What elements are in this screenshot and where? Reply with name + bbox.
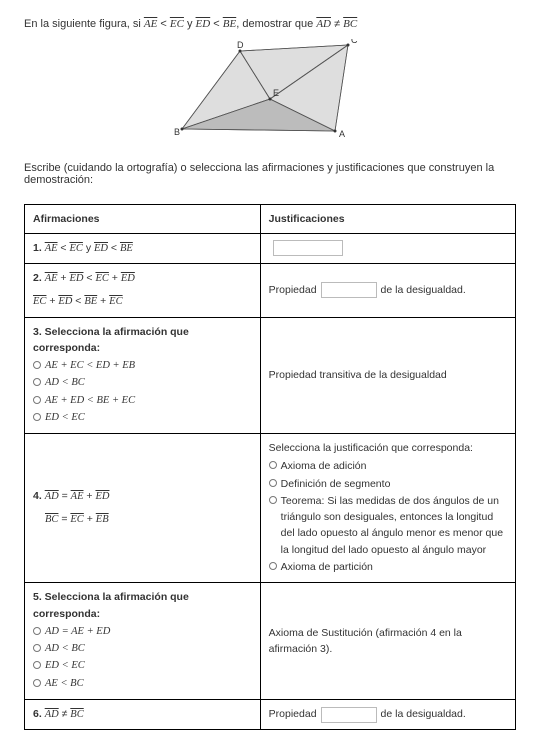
row4-just: Selecciona la justificación que correspo… (260, 434, 515, 583)
radio-icon (33, 661, 41, 669)
row5-just: Axioma de Sustitución (afirmación 4 en l… (260, 583, 515, 700)
table-row: 1. AE < EC y ED < BE (25, 233, 516, 263)
radio-option[interactable]: ED < EC (33, 410, 252, 426)
radio-label: ED < EC (45, 658, 85, 674)
radio-label: AD = AE + ED (45, 624, 110, 640)
radio-icon (33, 361, 41, 369)
row6-blank[interactable] (321, 707, 377, 723)
row4-aff: 4. AD = AE + ED BC = EC + EB (25, 434, 261, 583)
radio-label: AE + EC < ED + EB (45, 358, 135, 374)
row6-aff: 6. AD ≠ BC (25, 699, 261, 729)
radio-label: Teorema: Si las medidas de dos ángulos d… (281, 493, 507, 558)
radio-label: ED < EC (45, 410, 85, 426)
radio-icon (33, 679, 41, 687)
radio-icon (33, 413, 41, 421)
radio-icon (269, 496, 277, 504)
radio-label: AD < BC (45, 641, 85, 657)
radio-option[interactable]: AD = AE + ED (33, 624, 252, 640)
radio-option[interactable]: Definición de segmento (269, 476, 507, 492)
radio-label: AE + ED < BE + EC (45, 393, 135, 409)
svg-text:E: E (273, 88, 279, 98)
row1-blank[interactable] (273, 240, 343, 256)
radio-option[interactable]: Axioma de partición (269, 559, 507, 575)
radio-label: Axioma de adición (281, 458, 367, 474)
instruction-text: En la siguiente figura, si AE < EC y ED … (24, 16, 516, 33)
row1-aff: 1. AE < EC y ED < BE (25, 233, 261, 263)
radio-option[interactable]: AD < BC (33, 375, 252, 391)
radio-option[interactable]: Teorema: Si las medidas de dos ángulos d… (269, 493, 507, 558)
table-row: 4. AD = AE + ED BC = EC + EB Selecciona … (25, 434, 516, 583)
row2-just: Propiedadde la desigualdad. (260, 264, 515, 318)
table-row: 6. AD ≠ BC Propiedadde la desigualdad. (25, 699, 516, 729)
svg-text:A: A (339, 129, 345, 139)
row6-just: Propiedadde la desigualdad. (260, 699, 515, 729)
row3-aff: 3. Selecciona la afirmación que correspo… (25, 317, 261, 434)
row1-just (260, 233, 515, 263)
radio-option[interactable]: AE + ED < BE + EC (33, 393, 252, 409)
geometry-figure: A B C D E (24, 39, 516, 152)
radio-option[interactable]: Axioma de adición (269, 458, 507, 474)
radio-icon (33, 627, 41, 635)
radio-option[interactable]: AE < BC (33, 676, 252, 692)
table-row: 5. Selecciona la afirmación que correspo… (25, 583, 516, 700)
row2-aff: 2. AE + ED < EC + ED EC + ED < BE + EC (25, 264, 261, 318)
radio-option[interactable]: AE + EC < ED + EB (33, 358, 252, 374)
header-afirmaciones: Afirmaciones (25, 204, 261, 233)
radio-icon (269, 461, 277, 469)
radio-label: Definición de segmento (281, 476, 391, 492)
radio-option[interactable]: ED < EC (33, 658, 252, 674)
radio-icon (269, 562, 277, 570)
radio-icon (33, 644, 41, 652)
radio-label: AE < BC (45, 676, 84, 692)
radio-icon (269, 479, 277, 487)
row3-just: Propiedad transitiva de la desigualdad (260, 317, 515, 434)
svg-text:D: D (237, 40, 244, 50)
radio-icon (33, 378, 41, 386)
svg-text:B: B (174, 127, 180, 137)
post-figure-instruction: Escribe (cuidando la ortografía) o selec… (24, 162, 516, 186)
header-justificaciones: Justificaciones (260, 204, 515, 233)
table-row: 2. AE + ED < EC + ED EC + ED < BE + EC P… (25, 264, 516, 318)
row5-aff: 5. Selecciona la afirmación que correspo… (25, 583, 261, 700)
table-row: 3. Selecciona la afirmación que correspo… (25, 317, 516, 434)
row2-blank[interactable] (321, 282, 377, 298)
radio-label: Axioma de partición (281, 559, 373, 575)
proof-table: Afirmaciones Justificaciones 1. AE < EC … (24, 204, 516, 731)
svg-text:C: C (351, 39, 358, 45)
radio-option[interactable]: AD < BC (33, 641, 252, 657)
radio-label: AD < BC (45, 375, 85, 391)
radio-icon (33, 396, 41, 404)
